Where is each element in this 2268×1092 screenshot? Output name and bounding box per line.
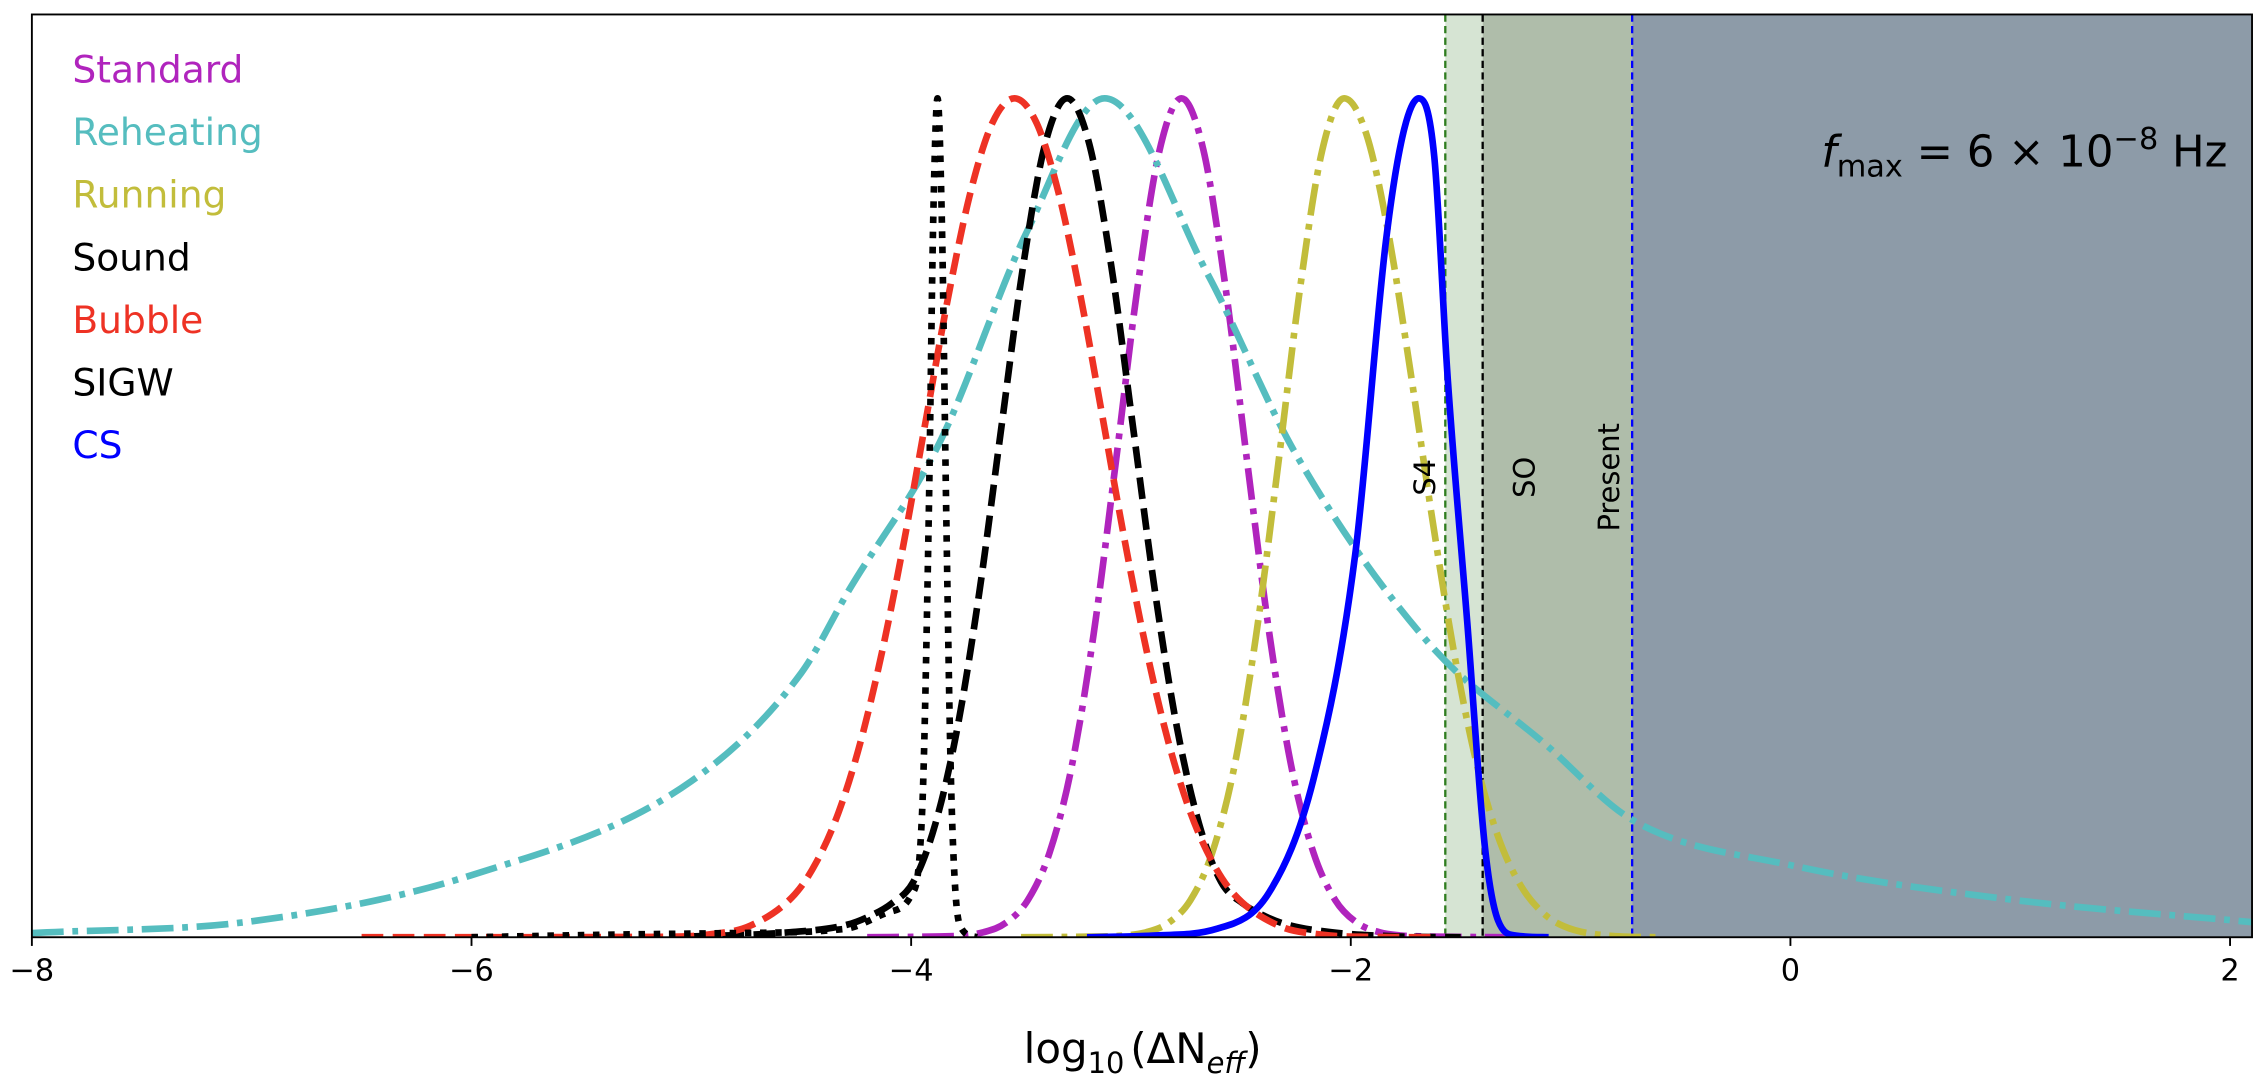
x-tick-label: −8 [9, 954, 54, 989]
series-line-bubble [361, 95, 1439, 938]
band-labels: S4 SO Present [1408, 423, 1626, 531]
x-label-base: log [1024, 1024, 1088, 1073]
x-label-close: ) [1245, 1024, 1261, 1073]
fmax-sup: −8 [2114, 122, 2159, 157]
series-line-standard [867, 95, 1505, 938]
series-line-cs [1086, 95, 1549, 938]
series-line-sigw [471, 95, 978, 938]
legend-entry-running: Running [72, 173, 226, 217]
fmax-rest: = 6 × 10 [1903, 127, 2114, 177]
band-s4 [1445, 14, 1483, 938]
legend: Standard Reheating Running Sound Bubble SIGW C… [72, 47, 262, 467]
x-tick-label: 2 [2220, 954, 2239, 989]
band-label-so: SO [1508, 457, 1542, 498]
x-axis-ticks: −8 −6 −4 −2 0 2 [9, 937, 2240, 989]
band-label-s4: S4 [1408, 459, 1442, 496]
x-tick-label: −4 [889, 954, 934, 989]
legend-entry-sigw: SIGW [72, 361, 173, 405]
x-axis-label: log10 (ΔNeff) [1024, 1024, 1262, 1080]
detection-bands [1444, 14, 2253, 938]
series-curves [31, 95, 2253, 938]
x-tick-label: −2 [1328, 954, 1373, 989]
x-label-base-sub: 10 [1088, 1046, 1125, 1080]
legend-entry-cs: CS [72, 423, 122, 467]
x-label-open: (ΔN [1130, 1024, 1206, 1073]
series-line-reheating [31, 95, 2253, 937]
x-tick-label: 0 [1781, 954, 1800, 989]
band-present [1632, 14, 2253, 938]
band-label-present: Present [1592, 423, 1626, 531]
plot-frame [30, 13, 2253, 939]
legend-entry-bubble: Bubble [72, 298, 203, 342]
legend-entry-reheating: Reheating [72, 110, 262, 154]
series-line-running [1021, 95, 1659, 938]
fmax-annotation: fmax = 6 × 10−8 Hz [1821, 122, 2227, 184]
fmax-unit: Hz [2158, 127, 2227, 177]
legend-entry-standard: Standard [72, 47, 243, 91]
x-tick-label: −6 [449, 954, 494, 989]
fmax-sub: max [1837, 149, 1903, 184]
band-so [1482, 14, 1633, 938]
legend-entry-sound: Sound [72, 235, 190, 279]
x-label-sub: eff [1207, 1046, 1249, 1080]
